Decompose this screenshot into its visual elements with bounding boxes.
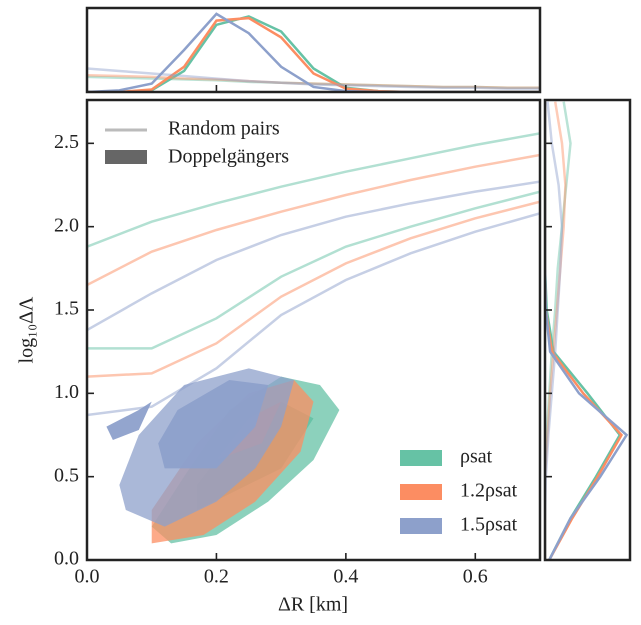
- legend-fill: [105, 150, 147, 164]
- right-density: [545, 101, 629, 560]
- x-tick-label: 0.2: [204, 566, 229, 588]
- top-density: [87, 75, 540, 90]
- legend-label: Doppelgängers: [168, 146, 289, 168]
- y-axis-label: log₁₀ΔΛ: [16, 296, 38, 363]
- y-tick-label: 1.5: [54, 298, 79, 320]
- top-density: [87, 67, 540, 90]
- random-pair-contour: [87, 153, 540, 287]
- y-tick-label: 0.0: [54, 548, 79, 570]
- right-density: [545, 101, 622, 560]
- top-density: [87, 12, 540, 92]
- x-tick-label: 0.4: [333, 566, 358, 588]
- random-pair-contour: [87, 212, 540, 417]
- random-pair-contour: [87, 132, 540, 248]
- top-frame: [85, 6, 542, 94]
- right-frame: [543, 98, 632, 562]
- x-tick-label: 0.6: [463, 566, 488, 588]
- y-tick-label: 2.0: [54, 214, 79, 236]
- y-tick-label: 1.0: [54, 381, 79, 403]
- legend-swatch: [400, 484, 442, 500]
- top-density: [87, 15, 540, 92]
- top-density: [87, 16, 540, 92]
- y-tick-label: 2.5: [54, 131, 79, 153]
- legend-swatch: [400, 518, 442, 534]
- main-frame: [85, 98, 542, 562]
- y-tick-label: 0.5: [54, 464, 79, 486]
- x-axis-label: ΔR [km]: [278, 594, 348, 616]
- plot-area: [87, 132, 540, 544]
- top-density: [87, 73, 540, 90]
- right-marginal: [545, 101, 629, 560]
- random-pair-contour: [87, 190, 540, 350]
- right-density: [545, 101, 572, 560]
- x-tick-label: 0.0: [75, 566, 100, 588]
- random-pair-contour: [87, 180, 540, 332]
- legend-label: 1.2ρsat: [460, 480, 518, 502]
- legend-swatch: [400, 450, 442, 466]
- doppelganger-region: [106, 401, 152, 440]
- legend-label: Random pairs: [168, 118, 280, 140]
- legend-label: ρsat: [460, 446, 493, 468]
- top-marginal: [87, 12, 540, 92]
- random-pair-contour: [87, 200, 540, 378]
- legend-label: 1.5ρsat: [460, 514, 518, 536]
- right-density: [545, 101, 567, 560]
- doppelganger-region: [158, 380, 269, 469]
